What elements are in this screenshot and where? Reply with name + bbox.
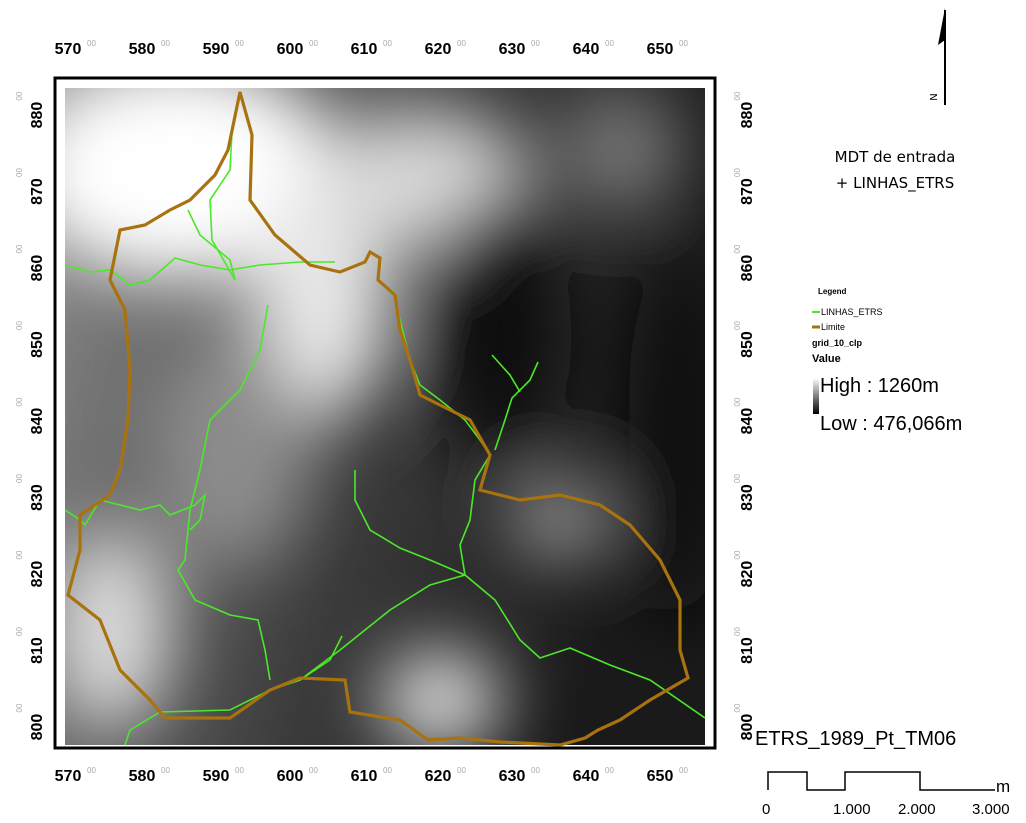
x-grid-label: 630: [499, 41, 526, 58]
legend-item: Limite: [821, 322, 845, 332]
y-grid-label: 830: [739, 484, 756, 511]
grid-label-suffix: 00: [733, 550, 742, 559]
legend-heading: Legend: [818, 287, 847, 296]
y-grid-label: 820: [739, 561, 756, 588]
grid-label-suffix: 00: [87, 39, 96, 48]
x-grid-label: 590: [203, 768, 230, 785]
grid-label-suffix: 00: [15, 397, 24, 406]
x-grid-label: 620: [425, 768, 452, 785]
scale-unit: m: [996, 777, 1010, 796]
y-grid-label: 810: [29, 637, 46, 664]
y-grid-label: 880: [739, 102, 756, 129]
y-grid-label: 850: [739, 331, 756, 358]
x-grid-label: 650: [647, 768, 674, 785]
grid-label-suffix: 00: [383, 766, 392, 775]
x-grid-label: 600: [277, 768, 304, 785]
y-grid-label: 830: [29, 484, 46, 511]
y-grid-label: 800: [29, 714, 46, 741]
scale-label: 0: [762, 801, 770, 818]
y-grid-label: 880: [29, 102, 46, 129]
scale-label: 3.000: [972, 801, 1010, 818]
legend-item: High : 1260m: [820, 375, 939, 397]
x-grid-label: 590: [203, 41, 230, 58]
y-grid-label: 860: [739, 255, 756, 282]
x-grid-label: 570: [55, 768, 82, 785]
x-grid-label: 570: [55, 41, 82, 58]
grid-label-suffix: 00: [733, 703, 742, 712]
grid-label-suffix: 00: [15, 627, 24, 636]
grid-label-suffix: 00: [733, 397, 742, 406]
grid-label-suffix: 00: [531, 766, 540, 775]
grid-label-suffix: 00: [15, 168, 24, 177]
scale-bar: ETRS_1989_Pt_TM06 0 1.000 2.000 3.000 m: [755, 728, 1010, 818]
grid-label-suffix: 00: [733, 244, 742, 253]
north-arrow: N: [929, 8, 945, 105]
grid-label-suffix: 00: [15, 91, 24, 100]
grid-label-suffix: 00: [15, 703, 24, 712]
grid-label-suffix: 00: [531, 39, 540, 48]
grid-label-suffix: 00: [733, 474, 742, 483]
grid-label-suffix: 00: [733, 91, 742, 100]
y-grid-label: 840: [29, 408, 46, 435]
x-grid-label: 600: [277, 41, 304, 58]
crs-label: ETRS_1989_Pt_TM06: [755, 728, 956, 750]
grid-label-suffix: 00: [309, 39, 318, 48]
grid-label-suffix: 00: [733, 627, 742, 636]
legend-item: grid_10_clp: [812, 338, 863, 348]
grid-label-suffix: 00: [15, 321, 24, 330]
x-grid-label: 580: [129, 768, 156, 785]
legend-item: Value: [812, 353, 841, 365]
grid-label-suffix: 00: [679, 39, 688, 48]
y-grid-label: 810: [739, 637, 756, 664]
grid-label-suffix: 00: [605, 39, 614, 48]
grid-label-suffix: 00: [15, 550, 24, 559]
x-grid-label: 650: [647, 41, 674, 58]
grid-label-suffix: 00: [15, 474, 24, 483]
legend-item: LINHAS_ETRS: [821, 307, 883, 317]
x-grid-label: 640: [573, 41, 600, 58]
grid-label-suffix: 00: [679, 766, 688, 775]
scale-label: 1.000: [833, 801, 871, 818]
grid-label-suffix: 00: [235, 39, 244, 48]
grid-label-suffix: 00: [383, 39, 392, 48]
elevation-raster: [20, 60, 730, 750]
y-grid-label: 840: [739, 408, 756, 435]
y-grid-label: 850: [29, 331, 46, 358]
grid-label-suffix: 00: [235, 766, 244, 775]
x-grid-label: 610: [351, 41, 378, 58]
grid-label-suffix: 00: [457, 39, 466, 48]
y-grid-label: 870: [739, 178, 756, 205]
grid-label-suffix: 00: [733, 321, 742, 330]
x-grid-label: 610: [351, 768, 378, 785]
x-grid-label: 580: [129, 41, 156, 58]
map-title: MDT de entrada: [835, 148, 956, 166]
y-grid-label: 870: [29, 178, 46, 205]
x-grid-label: 640: [573, 768, 600, 785]
grid-label-suffix: 00: [15, 244, 24, 253]
map-title: + LINHAS_ETRS: [836, 174, 954, 193]
grid-label-suffix: 00: [87, 766, 96, 775]
grid-label-suffix: 00: [161, 766, 170, 775]
x-grid-label: 630: [499, 768, 526, 785]
x-grid-label: 620: [425, 41, 452, 58]
legend-item: Low : 476,066m: [820, 413, 962, 435]
grid-label-suffix: 00: [457, 766, 466, 775]
grid-label-suffix: 00: [309, 766, 318, 775]
y-grid-label: 860: [29, 255, 46, 282]
north-label: N: [929, 93, 940, 100]
grid-label-suffix: 00: [733, 168, 742, 177]
y-grid-label: 820: [29, 561, 46, 588]
scale-label: 2.000: [898, 801, 936, 818]
grid-label-suffix: 00: [161, 39, 170, 48]
grid-label-suffix: 00: [605, 766, 614, 775]
y-grid-label: 800: [739, 714, 756, 741]
legend: Legend LINHAS_ETRS Limite grid_10_clp Va…: [812, 287, 962, 435]
map-layout: 5700057000580005800059000590006000060000…: [0, 0, 1026, 823]
